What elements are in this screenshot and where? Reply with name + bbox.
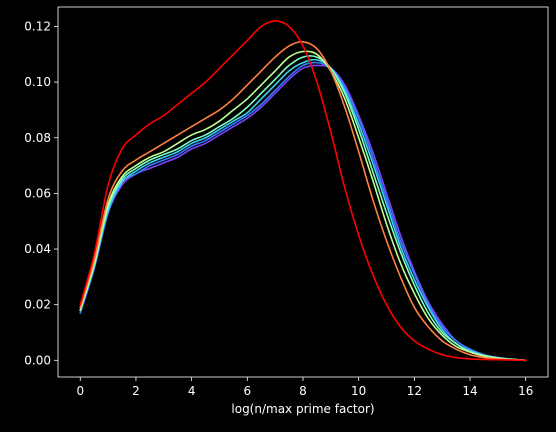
x-axis-label: log(n/max prime factor) <box>231 402 374 416</box>
y-tick-label: 0.02 <box>24 298 51 312</box>
series-line-6 <box>79 61 527 362</box>
y-tick-label: 0.06 <box>24 186 51 200</box>
x-tick-label: 4 <box>188 384 196 398</box>
plot-frame <box>57 6 549 378</box>
x-tick-label: 2 <box>132 384 140 398</box>
x-tick-label: 10 <box>351 384 366 398</box>
x-tick-label: 6 <box>243 384 251 398</box>
x-tick-label: 0 <box>76 384 84 398</box>
x-tick-label: 8 <box>299 384 307 398</box>
series-line-3 <box>79 50 527 362</box>
x-tick-label: 12 <box>407 384 422 398</box>
series-line-2 <box>79 40 527 362</box>
x-axis: 0 2 4 6 8 10 12 14 16 <box>76 377 533 398</box>
series-line-1 <box>79 20 527 362</box>
series-line-4 <box>79 55 527 362</box>
y-tick-label: 0.08 <box>24 131 51 145</box>
y-tick-label: 0.12 <box>24 19 51 33</box>
x-tick-label: 16 <box>518 384 533 398</box>
x-tick-label: 14 <box>462 384 477 398</box>
y-tick-label: 0.10 <box>24 75 51 89</box>
y-axis: 0.00 0.02 0.04 0.06 0.08 0.10 0.12 <box>24 19 58 367</box>
y-tick-label: 0.04 <box>24 242 51 256</box>
y-tick-label: 0.00 <box>24 353 51 367</box>
series-layer <box>79 20 527 362</box>
